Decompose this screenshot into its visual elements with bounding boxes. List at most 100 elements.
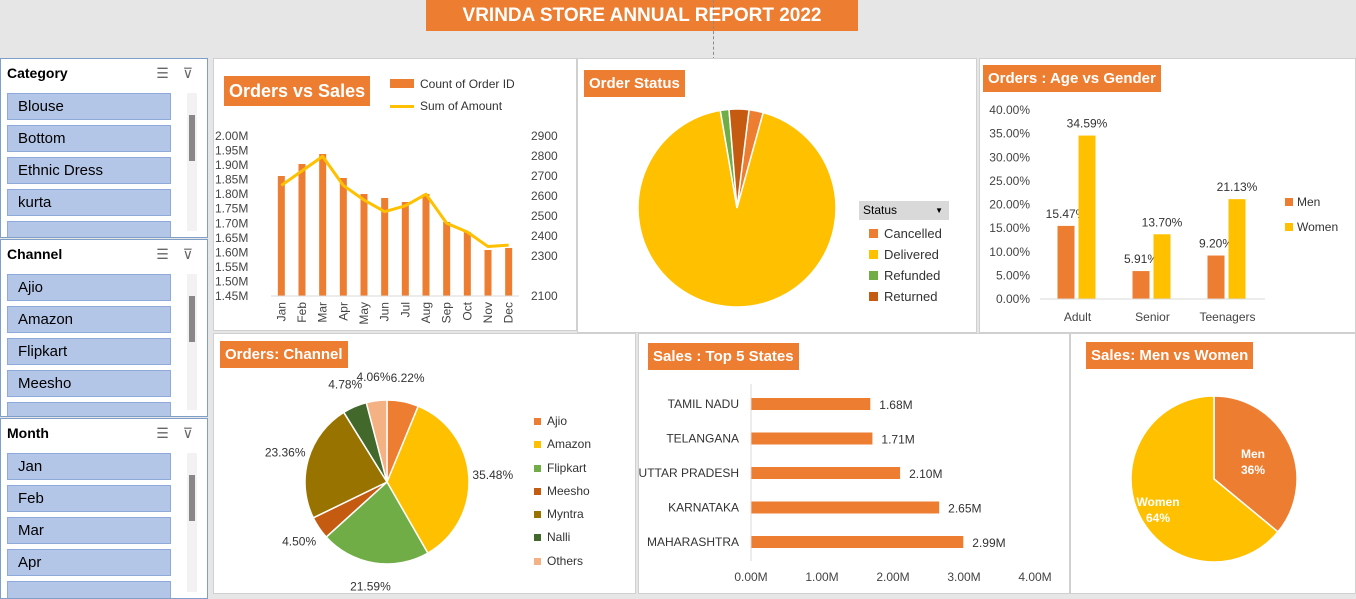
legend-label: Amazon — [547, 437, 592, 452]
legend-item-meesho: Meesho — [534, 482, 591, 505]
slicer-item-blouse[interactable]: Blouse — [7, 93, 171, 120]
order-status-panel: Order Status Status ▼ Cancelled Delivered… — [577, 58, 977, 333]
title-divider — [713, 0, 714, 60]
clear-filter-icon[interactable]: ⊽ — [182, 246, 193, 262]
slicer-item-bottom[interactable]: Bottom — [7, 125, 171, 152]
data-label: 21.59% — [350, 580, 391, 593]
slicer-item-ethnic-dress[interactable]: Ethnic Dress — [7, 157, 171, 184]
bar-orders-jan — [277, 176, 285, 296]
multi-select-icon[interactable]: ☰ — [156, 246, 183, 262]
orders-channel-legend: Ajio Amazon Flipkart Meesho Myntra Nalli Other… — [534, 412, 591, 575]
y-left-tick: 1.65M — [215, 231, 248, 245]
x-tick: Dec — [502, 302, 516, 323]
status-slice-delivered — [637, 109, 837, 308]
y-left-tick: 1.80M — [215, 187, 248, 201]
slicer-item-feb[interactable]: Feb — [7, 485, 171, 512]
y-tick: TAMIL NADU — [668, 397, 739, 411]
legend-item-amazon: Amazon — [534, 435, 591, 458]
x-tick: 1.00M — [805, 570, 838, 584]
multi-select-icon[interactable]: ☰ — [156, 425, 183, 441]
slicer-item-amazon[interactable]: Amazon — [7, 306, 171, 333]
y-tick: 40.00% — [989, 103, 1030, 117]
slicer-scrollbar[interactable] — [187, 453, 197, 592]
slicer-item-ajio[interactable]: Ajio — [7, 274, 171, 301]
slicer-scroll-thumb[interactable] — [189, 115, 195, 161]
slice-name-label: Men — [1241, 447, 1265, 461]
chart-title: Sales : Top 5 States — [648, 343, 799, 370]
y-left-tick: 1.50M — [215, 274, 248, 288]
y-tick: 0.00% — [996, 292, 1030, 306]
slicer-scroll-thumb[interactable] — [189, 475, 195, 521]
slicer-item-apr[interactable]: Apr — [7, 549, 171, 576]
data-label: 34.59% — [1067, 117, 1108, 131]
gender-slice-men — [1213, 395, 1298, 533]
dropdown-arrow-icon[interactable]: ▼ — [935, 206, 943, 215]
x-tick: Adult — [1064, 310, 1092, 324]
legend-swatch — [869, 292, 878, 301]
slicer-item-mar[interactable]: Mar — [7, 517, 171, 544]
orders-vs-sales-chart: 2.00M1.95M1.90M1.85M1.80M1.75M1.70M1.65M… — [215, 129, 558, 325]
data-label: 23.36% — [265, 446, 306, 460]
data-label: 4.78% — [328, 378, 362, 392]
bar-orders-may — [360, 194, 368, 296]
slicer-toolbar: ☰⊽ — [156, 425, 193, 442]
slicer-item-kurta[interactable]: kurta — [7, 189, 171, 216]
order-status-legend: Cancelled Delivered Refunded Returned — [869, 223, 942, 307]
slicer-category: Category ☰⊽ Blouse Bottom Ethnic Dress kurta — [0, 58, 208, 238]
slicer-month: Month ☰⊽ Jan Feb Mar Apr — [0, 418, 208, 599]
bar-orders-sep — [443, 222, 451, 296]
status-filter[interactable]: Status ▼ — [859, 201, 949, 220]
slicer-title: Channel — [7, 246, 63, 262]
multi-select-icon[interactable]: ☰ — [156, 65, 183, 81]
legend-label: Refunded — [884, 268, 941, 283]
channel-slice-myntra — [304, 411, 389, 519]
line-sum-of-amount — [280, 154, 509, 249]
legend-swatch — [534, 464, 541, 472]
bar-tamil-nadu — [751, 398, 871, 410]
legend-item-ajio: Ajio — [534, 412, 591, 435]
legend-label: Cancelled — [884, 226, 942, 241]
data-label: 2.65M — [948, 502, 981, 516]
bar-women-senior — [1153, 234, 1171, 299]
clear-filter-icon[interactable]: ⊽ — [182, 65, 193, 81]
slicer-scrollbar[interactable] — [187, 93, 197, 231]
top-states-panel: Sales : Top 5 States 0.00M 1.00M 2.00M 3.00… — [638, 333, 1070, 594]
data-label: 4.06% — [356, 370, 390, 384]
legend-label: Nalli — [547, 530, 571, 545]
status-slice-returned — [728, 108, 750, 209]
legend-item-others: Others — [534, 552, 591, 575]
slicer-item-partial[interactable] — [7, 581, 171, 598]
y-left-tick: 1.60M — [215, 245, 248, 259]
bar-men-teenagers — [1207, 255, 1225, 299]
data-label: 13.70% — [1142, 215, 1183, 229]
slicer-item-partial[interactable] — [7, 402, 171, 416]
bar-maharashtra — [751, 536, 964, 548]
legend-label: Flipkart — [547, 460, 587, 475]
bar-telangana — [751, 432, 873, 445]
slicer-item-jan[interactable]: Jan — [7, 453, 171, 480]
data-label: 15.47% — [1046, 207, 1087, 221]
x-tick: 3.00M — [947, 570, 980, 584]
legend-item-cancelled: Cancelled — [869, 223, 942, 244]
legend-swatch — [534, 511, 541, 519]
x-tick: 0.00M — [734, 570, 767, 584]
y-right-tick: 2700 — [531, 169, 558, 183]
x-tick: Jul — [398, 302, 412, 317]
channel-slice-others — [365, 399, 388, 483]
y-tick: 35.00% — [989, 127, 1030, 141]
channel-slice-flipkart — [325, 480, 429, 565]
slicer-toolbar: ☰⊽ — [156, 65, 193, 82]
slicer-scroll-thumb[interactable] — [189, 296, 195, 342]
clear-filter-icon[interactable]: ⊽ — [182, 425, 193, 441]
legend-label: Men — [1297, 195, 1320, 209]
y-tick: UTTAR PRADESH — [639, 466, 739, 480]
slicer-item-partial[interactable] — [7, 221, 171, 237]
x-tick: 4.00M — [1018, 570, 1051, 584]
slicer-item-flipkart[interactable]: Flipkart — [7, 338, 171, 365]
legend-item-nalli: Nalli — [534, 528, 591, 551]
bar-women-adult — [1078, 135, 1096, 299]
slicer-scrollbar[interactable] — [187, 274, 197, 410]
slicer-item-meesho[interactable]: Meesho — [7, 370, 171, 397]
y-left-tick: 2.00M — [215, 129, 248, 143]
data-label: 2.10M — [909, 467, 942, 481]
